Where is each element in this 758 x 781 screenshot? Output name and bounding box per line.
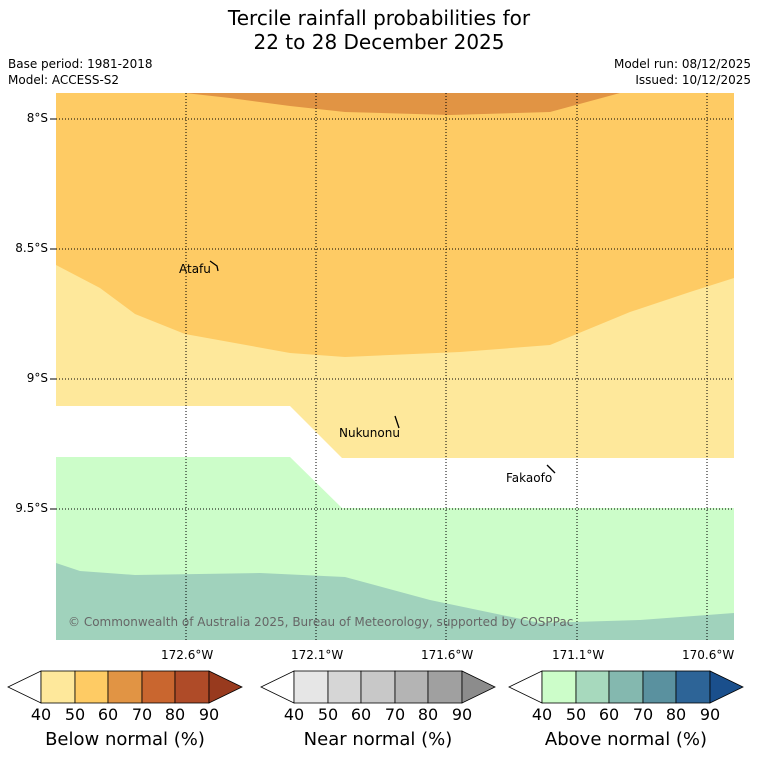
colorbar-near-title: Near normal (%)	[303, 729, 453, 750]
colorbar-below	[7, 670, 243, 704]
copyright-notice: © Commonwealth of Australia 2025, Bureau…	[68, 615, 573, 629]
colorbar-above-swatch	[541, 670, 577, 704]
lon-label: 172.1°W	[291, 648, 344, 662]
colorbar-above-swatch	[675, 670, 711, 704]
colorbar-above-low-arrow	[508, 670, 543, 704]
colorbar-near-tick: 90	[451, 705, 473, 724]
colorbar-below-swatch	[107, 670, 143, 704]
colorbar-below-high-arrow	[208, 670, 243, 704]
colorbar-near-tick: 70	[384, 705, 406, 724]
colorbar-near	[260, 670, 496, 704]
colorbar-near-swatch	[327, 670, 362, 704]
colorbar-above-tick: 80	[665, 705, 687, 724]
colorbar-below-tick: 60	[97, 705, 119, 724]
title-line-2: 22 to 28 December 2025	[253, 30, 505, 54]
place-fakaofo: Fakaofo	[506, 471, 552, 485]
colorbar-above-tick: 50	[565, 705, 587, 724]
lon-label: 171.1°W	[552, 648, 605, 662]
lat-label: 9.5°S	[15, 501, 48, 515]
graticule	[56, 93, 734, 640]
colorbar-above-swatch	[642, 670, 677, 704]
colorbar-near-tick: 60	[350, 705, 372, 724]
colorbar-above-swatch	[608, 670, 644, 704]
colorbar-above-title: Above normal (%)	[544, 729, 708, 750]
colorbar-below-tick: 70	[131, 705, 153, 724]
below-normal-60-region	[185, 93, 620, 115]
colorbar-below-low-arrow	[7, 670, 42, 704]
title-line-1: Tercile rainfall probabilities for	[227, 6, 531, 30]
colorbar-near-tick: 50	[317, 705, 339, 724]
colorbar-below-swatch	[40, 670, 76, 704]
colorbar-above-tick: 70	[632, 705, 654, 724]
lon-label: 170.6°W	[682, 648, 735, 662]
colorbar-below-tick: 50	[64, 705, 86, 724]
colorbar-above-tick: 90	[699, 705, 721, 724]
lon-label: 172.6°W	[161, 648, 214, 662]
colorbar-near-high-arrow	[461, 670, 496, 704]
above-normal-50-region	[56, 563, 734, 640]
issued-date: Issued: 10/12/2025	[635, 73, 751, 87]
colorbar-below-tick: 40	[30, 705, 52, 724]
atafu-atoll	[209, 260, 219, 272]
lat-label: 8°S	[26, 111, 48, 125]
below-normal-50-region	[56, 93, 734, 357]
colorbar-near-low-arrow	[260, 670, 295, 704]
colorbar-below-swatch	[74, 670, 109, 704]
colorbar-below-tick: 80	[164, 705, 186, 724]
lat-label: 8.5°S	[15, 241, 48, 255]
colorbar-above-tick: 40	[531, 705, 553, 724]
model-run: Model run: 08/12/2025	[613, 57, 751, 71]
lat-label: 9°S	[26, 371, 48, 385]
colorbar-above-tick: 60	[598, 705, 620, 724]
colorbar-below-swatch	[141, 670, 176, 704]
model-name: Model: ACCESS-S2	[8, 73, 120, 87]
colorbar-below-tick: 90	[198, 705, 220, 724]
colorbar-near-swatch	[293, 670, 329, 704]
nukunonu-atoll	[394, 415, 400, 429]
colorbar-below-swatch	[174, 670, 210, 704]
place-nukunonu: Nukunonu	[339, 426, 400, 440]
lon-label: 171.6°W	[421, 648, 474, 662]
colorbar-above-high-arrow	[709, 670, 744, 704]
colorbar-below-title: Below normal (%)	[45, 729, 205, 750]
colorbar-near-tick: 80	[417, 705, 439, 724]
fakaofo-atoll	[546, 464, 556, 474]
colorbar-near-tick: 40	[283, 705, 305, 724]
colorbar-above-swatch	[575, 670, 610, 704]
colorbar-above	[508, 670, 744, 704]
place-atafu: Atafu	[179, 262, 211, 276]
colorbar-near-swatch	[360, 670, 396, 704]
colorbar-near-swatch	[427, 670, 463, 704]
base-period: Base period: 1981-2018	[8, 57, 153, 71]
colorbar-near-swatch	[394, 670, 429, 704]
